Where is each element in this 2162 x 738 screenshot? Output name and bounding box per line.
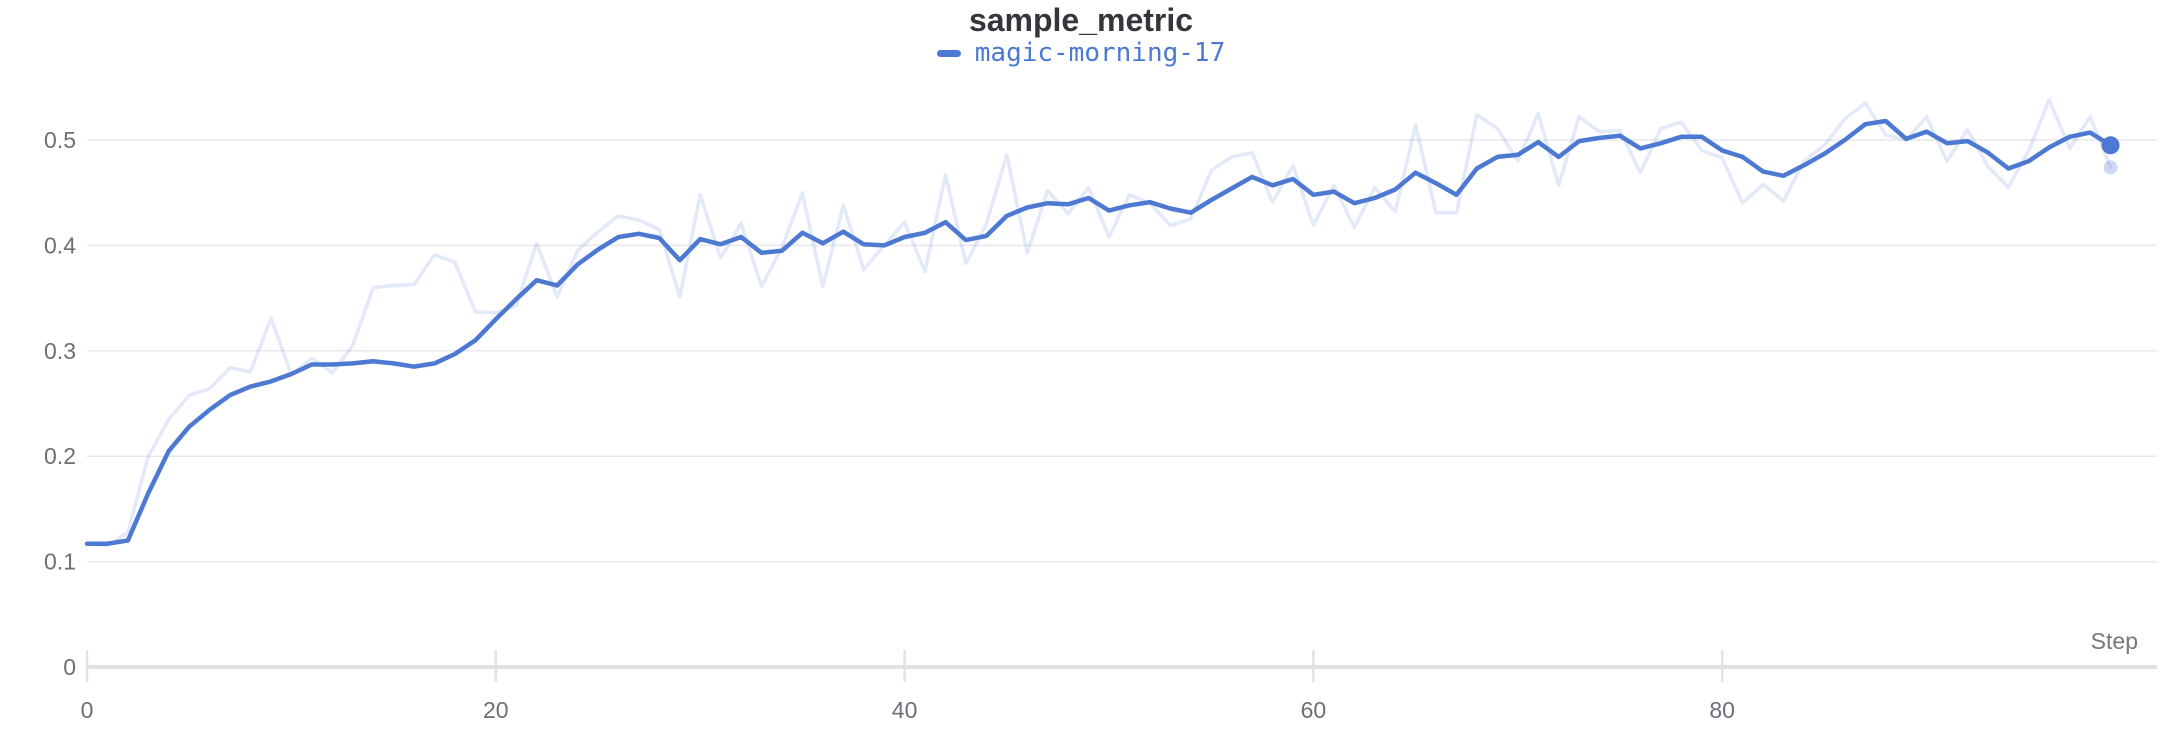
y-tick-label: 0.2: [44, 443, 76, 469]
x-tick-label: 80: [1709, 697, 1735, 723]
raw-end-dot: [2103, 160, 2118, 175]
raw-line: [85, 98, 2113, 548]
x-tick-label: 0: [81, 697, 94, 723]
y-tick-label: 0.5: [44, 127, 76, 153]
smoothed-end-dot: [2101, 136, 2120, 155]
legend-item[interactable]: magic-morning-17: [936, 38, 1226, 68]
chart-title: sample_metric: [968, 2, 1194, 38]
y-tick-label: 0.3: [44, 338, 76, 364]
y-tick-label: 0: [63, 654, 76, 680]
x-axis-title: Step: [2090, 628, 2138, 654]
legend-line-swatch: [936, 49, 961, 57]
x-tick-label: 20: [483, 697, 509, 723]
x-tick-label: 40: [892, 697, 918, 723]
y-tick-label: 0.4: [44, 232, 76, 258]
chart-legend: magic-morning-17: [0, 40, 2162, 66]
smoothed-line: [84, 118, 2113, 546]
legend-run-name: magic-morning-17: [974, 38, 1226, 68]
x-tick-label: 60: [1301, 697, 1327, 723]
y-tick-label: 0.1: [44, 549, 76, 575]
